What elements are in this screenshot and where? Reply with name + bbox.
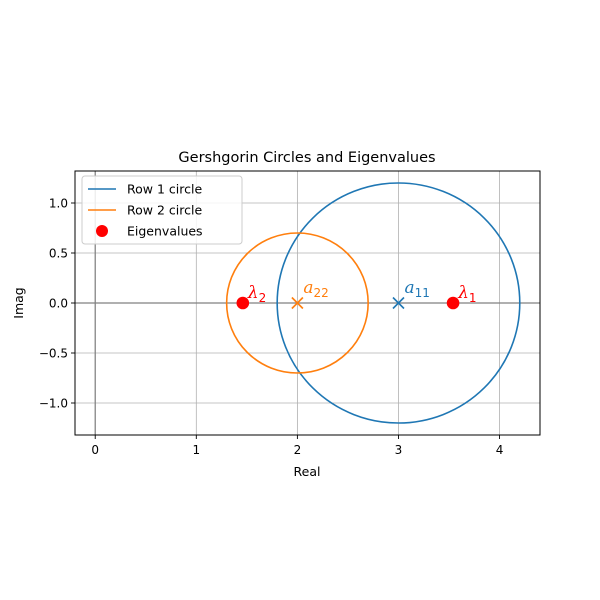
x-tick-label-1: 1 — [192, 443, 200, 457]
legend-label-row-1-circle: Row 1 circle — [127, 182, 202, 197]
gershgorin-circle-row-1 — [276, 182, 521, 424]
eigenvalue-point-2 — [236, 296, 250, 310]
legend-box — [81, 175, 243, 245]
legend-label-row-2-circle: Row 2 circle — [127, 203, 202, 218]
point-annotations: a11 a22 λ1 λ2 — [247, 278, 477, 305]
legend-label-eigenvalues: Eigenvalues — [127, 224, 203, 239]
annotation-lambda-1: λ1 — [457, 283, 476, 305]
diagonal-marker-1 — [392, 296, 405, 310]
y-axis-ticks: −1.0 −0.5 0.0 0.5 1.0 — [39, 196, 75, 410]
diagonal-marker-2 — [291, 296, 304, 310]
chart-title: Gershgorin Circles and Eigenvalues — [178, 150, 435, 166]
eigenvalue-points — [236, 296, 460, 310]
y-axis-label: Imag — [11, 287, 26, 318]
x-tick-label-0: 0 — [91, 443, 99, 457]
x-tick-label-3: 3 — [395, 443, 403, 457]
annotation-lambda-2: λ2 — [247, 283, 266, 305]
annotation-a-11: a11 — [404, 278, 429, 300]
y-tick-label-3: 0.5 — [49, 246, 68, 260]
y-tick-label-1: −0.5 — [39, 346, 68, 360]
legend-swatch-eigenvalues — [96, 225, 108, 237]
y-tick-label-2: 0.0 — [49, 296, 68, 310]
annotation-a-22: a22 — [303, 278, 328, 300]
y-tick-label-4: 1.0 — [49, 196, 68, 210]
legend: Row 1 circle Row 2 circle Eigenvalues — [81, 175, 243, 245]
diagonal-markers — [291, 296, 405, 310]
y-tick-label-0: −1.0 — [39, 396, 68, 410]
eigenvalue-point-1 — [446, 296, 460, 310]
gershgorin-circles — [225, 182, 521, 424]
x-axis-label: Real — [294, 464, 321, 479]
gershgorin-circle-row-2 — [225, 232, 369, 374]
x-tick-label-2: 2 — [294, 443, 302, 457]
x-tick-label-4: 4 — [496, 443, 504, 457]
x-axis-ticks: 0 1 2 3 4 — [91, 435, 503, 457]
